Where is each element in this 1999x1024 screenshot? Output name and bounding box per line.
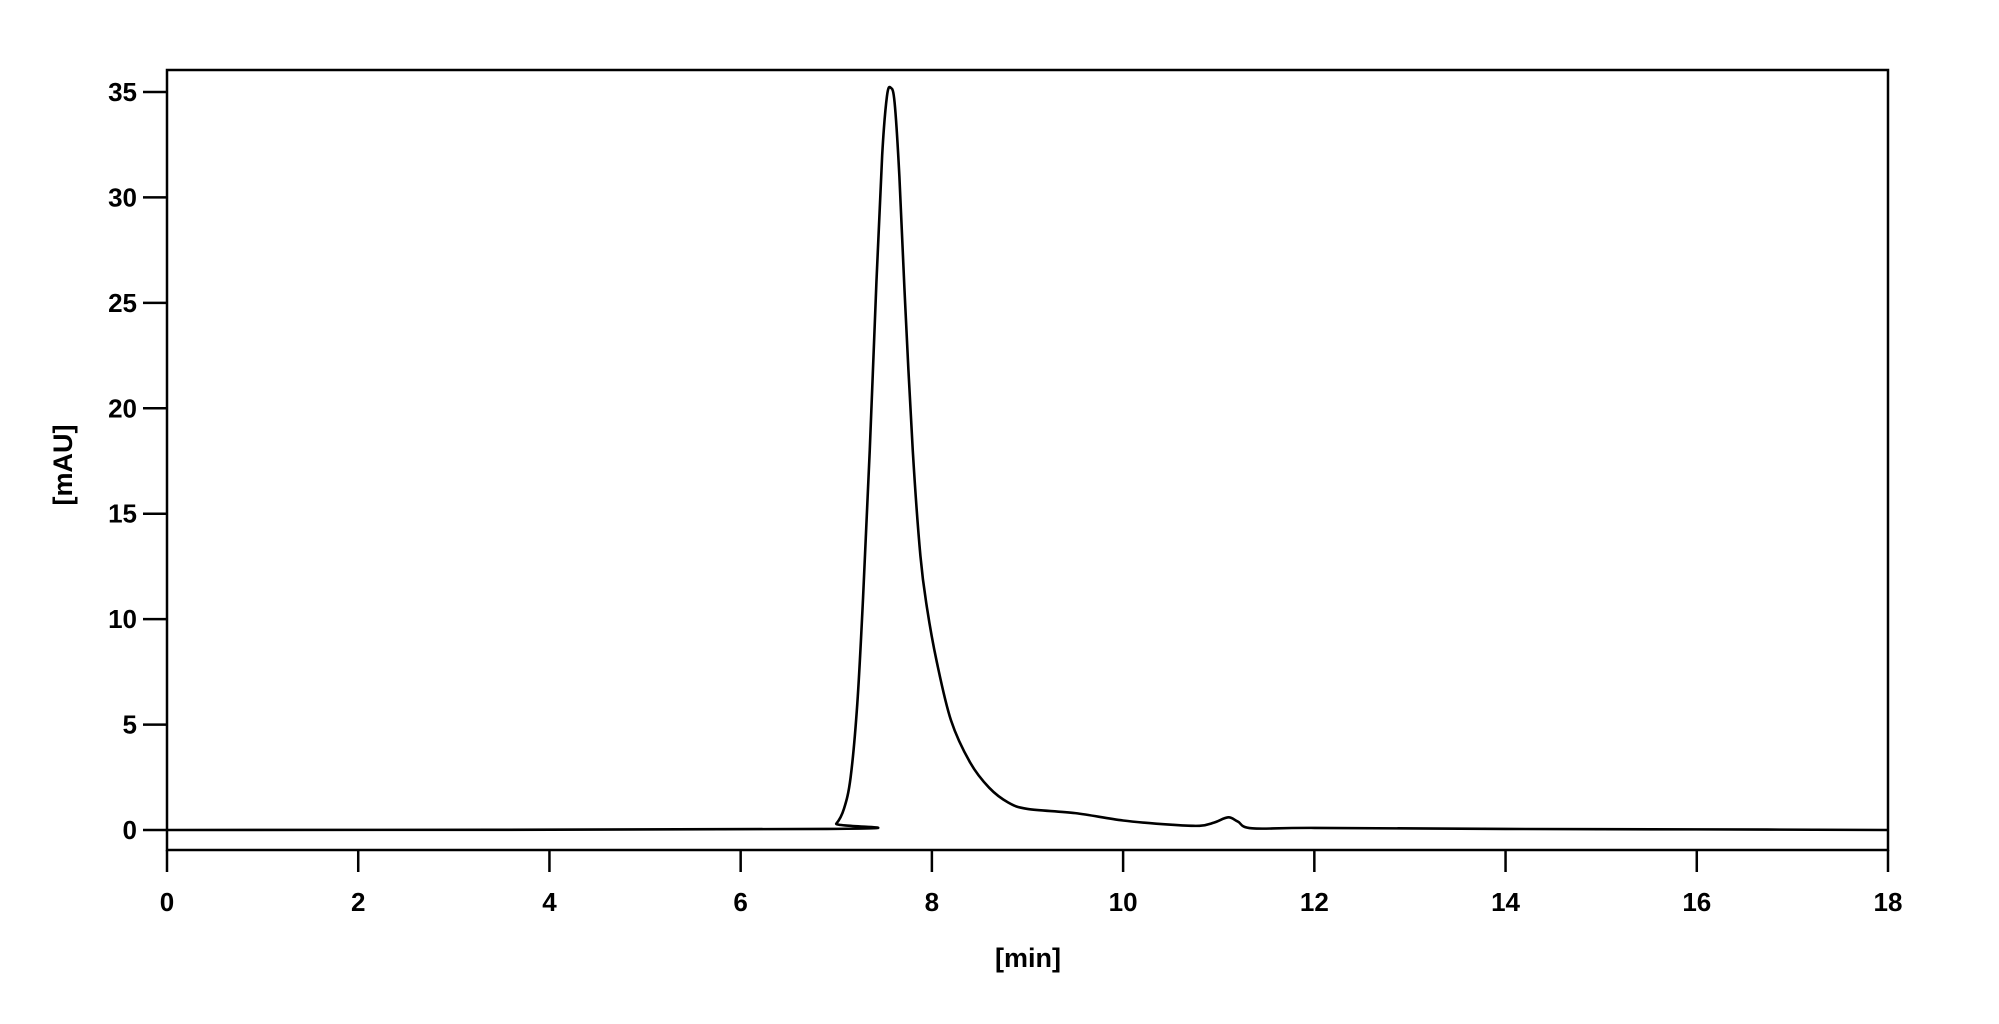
y-tick-label: 0 [123, 815, 137, 845]
x-tick-label: 0 [160, 887, 174, 917]
x-tick-label: 18 [1874, 887, 1903, 917]
x-tick-label: 2 [351, 887, 365, 917]
y-axis-label: [mAU] [48, 425, 78, 506]
plot-frame [165, 68, 1890, 852]
x-axis-label: [min] [995, 943, 1061, 973]
x-tick-label: 12 [1300, 887, 1329, 917]
x-tick-label: 14 [1491, 887, 1520, 917]
y-tick-label: 15 [108, 499, 137, 529]
y-tick-label: 5 [123, 710, 137, 740]
series-line [166, 85, 1889, 832]
x-tick-label: 16 [1682, 887, 1711, 917]
x-tick-label: 4 [542, 887, 557, 917]
y-tick-label: 30 [108, 182, 137, 212]
x-tick-label: 6 [733, 887, 747, 917]
y-tick-label: 35 [108, 77, 137, 107]
y-tick-label: 25 [108, 288, 137, 318]
x-tick-label: 10 [1109, 887, 1138, 917]
x-tick-label: 8 [925, 887, 939, 917]
y-tick-label: 10 [108, 604, 137, 634]
y-tick-label: 20 [108, 393, 137, 423]
